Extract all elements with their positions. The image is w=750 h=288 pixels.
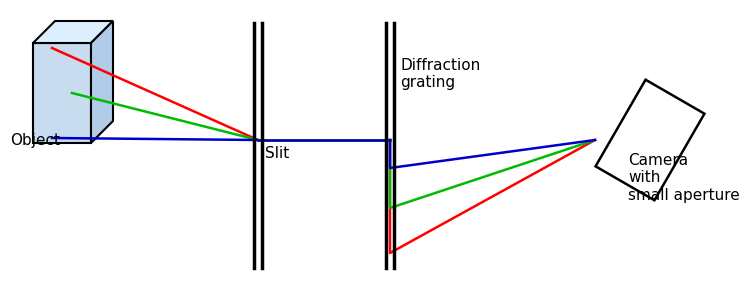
- Polygon shape: [596, 80, 704, 200]
- Text: Slit: Slit: [265, 146, 290, 161]
- Polygon shape: [91, 21, 113, 143]
- Polygon shape: [33, 21, 113, 43]
- Text: Camera
with
small aperture: Camera with small aperture: [628, 153, 740, 203]
- Text: Diffraction
grating: Diffraction grating: [400, 58, 480, 90]
- Text: Object: Object: [10, 133, 60, 148]
- Bar: [33, 43, 91, 143]
